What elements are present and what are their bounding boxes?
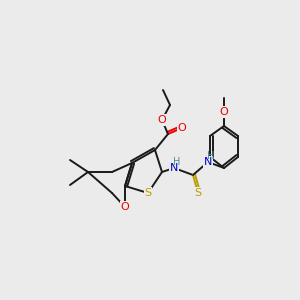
Text: O: O (220, 107, 228, 117)
Text: S: S (194, 188, 202, 198)
Text: O: O (158, 115, 166, 125)
Text: H: H (207, 151, 215, 161)
Text: O: O (178, 123, 186, 133)
Text: O: O (121, 202, 129, 212)
Text: N: N (170, 163, 178, 173)
Text: H: H (173, 157, 181, 167)
Text: N: N (204, 157, 212, 167)
Text: S: S (144, 188, 152, 198)
